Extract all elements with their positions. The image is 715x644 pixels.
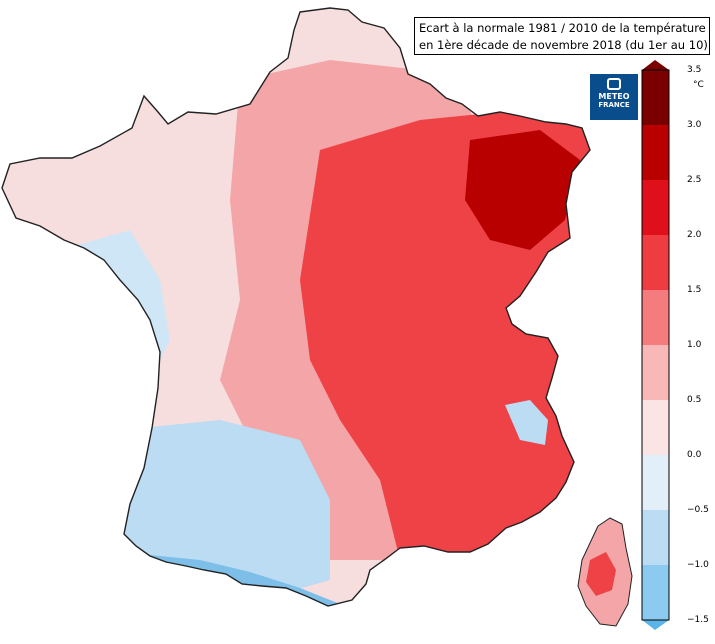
legend-tick-label: 2.5 <box>687 175 702 185</box>
colorbar-segment <box>642 125 669 180</box>
logo-line-2: FRANCE <box>598 101 630 109</box>
meteo-france-icon <box>607 78 621 90</box>
meteo-france-logo: METEO FRANCE <box>590 74 638 120</box>
france-outline <box>1 7 591 607</box>
colorbar-segment <box>642 455 669 510</box>
legend-tick-label: −1.0 <box>687 560 709 570</box>
logo-line-1: METEO <box>598 92 630 101</box>
legend-unit: °C <box>693 80 704 90</box>
colorbar-segment <box>642 345 669 400</box>
legend-tick-label: 0.5 <box>687 395 702 405</box>
legend-tick-label: 1.0 <box>687 340 702 350</box>
colorbar-segment <box>642 400 669 455</box>
legend-tick-label: −1.5 <box>687 615 709 625</box>
colorbar <box>641 60 670 630</box>
legend-tick-label: 1.5 <box>687 285 702 295</box>
colorbar-segment <box>642 235 669 290</box>
corsica <box>577 517 633 627</box>
map-title-line-2: en 1ère décade de novembre 2018 (du 1er … <box>419 38 708 52</box>
colorbar-segment <box>642 180 669 235</box>
legend-tick-label: 3.5 <box>687 65 702 75</box>
colorbar-segment <box>642 290 669 345</box>
legend-tick-label: −0.5 <box>687 505 709 515</box>
colorbar-segment <box>642 565 669 620</box>
legend-tick-label: 3.0 <box>687 120 702 130</box>
legend-tick-label: 2.0 <box>687 230 702 240</box>
map-title: Ecart à la normale 1981 / 2010 de la tem… <box>414 17 710 55</box>
map-title-line-1: Ecart à la normale 1981 / 2010 de la tem… <box>419 21 706 35</box>
colorbar-top-arrow <box>642 60 669 70</box>
legend-tick-label: 0.0 <box>687 450 702 460</box>
colorbar-bottom-arrow <box>642 620 669 630</box>
colorbar-segment <box>642 70 669 125</box>
colorbar-segment <box>642 510 669 565</box>
